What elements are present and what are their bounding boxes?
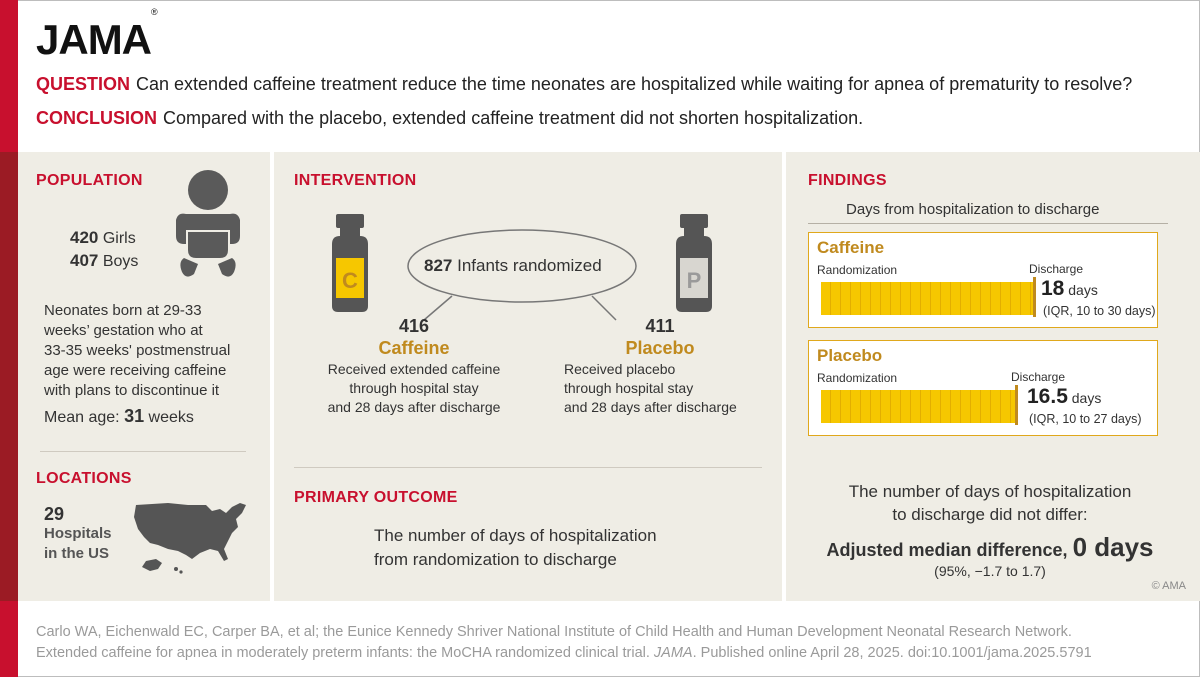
population-description: Neonates born at 29-33 weeks’ gestation … xyxy=(44,302,231,399)
locations-title: LOCATIONS xyxy=(36,470,132,487)
randomization-oval xyxy=(407,229,637,321)
placebo-result-label: Placebo xyxy=(817,346,883,365)
intervention-title: INTERVENTION xyxy=(294,172,417,189)
caffeine-vial-icon: C xyxy=(332,214,368,312)
caffeine-days: 18 days xyxy=(1041,277,1098,300)
accent-bar-bottom xyxy=(0,601,18,677)
placebo-vial-icon: P xyxy=(676,214,712,312)
placebo-group: 411 Placebo Received placebo through hos… xyxy=(564,316,737,415)
findings-title: FINDINGS xyxy=(808,172,887,189)
findings-subtitle: Days from hospitalization to discharge xyxy=(846,201,1100,218)
placebo-discharge-label: Discharge xyxy=(1011,370,1066,384)
svg-text:C: C xyxy=(342,268,358,293)
question-text: Can extended caffeine treatment reduce t… xyxy=(136,74,1133,94)
caffeine-randomization-label: Randomization xyxy=(817,263,898,277)
placebo-randomization-label: Randomization xyxy=(817,371,898,385)
mean-age: Mean age: 31 weeks xyxy=(44,406,194,426)
citation: Carlo WA, Eichenwald EC, Carper BA, et a… xyxy=(36,622,1092,664)
caffeine-result-label: Caffeine xyxy=(817,238,885,257)
placebo-bar xyxy=(821,390,1015,423)
locations-text: 29 Hospitals in the US xyxy=(44,504,112,562)
citation-line-2: Extended caffeine for apnea in moderatel… xyxy=(36,645,1092,661)
jama-logo: JAMA® xyxy=(36,7,158,63)
population-divider xyxy=(40,451,246,452)
caffeine-result-box: Caffeine Randomization Discharge 18 days… xyxy=(808,232,1158,328)
placebo-days: 16.5 days xyxy=(1027,385,1102,408)
primary-outcome-text: The number of days of hospitalization fr… xyxy=(374,526,657,569)
copyright: © AMA xyxy=(1151,580,1186,592)
confidence-interval: (95%, −1.7 to 1.7) xyxy=(934,563,1046,579)
citation-line-1: Carlo WA, Eichenwald EC, Carper BA, et a… xyxy=(36,624,1072,640)
caffeine-group: 416 Caffeine Received extended caffeine … xyxy=(327,316,501,415)
intervention-panel: INTERVENTION C P 827 Infants randomized … xyxy=(274,152,782,601)
boys-count: 407 Boys xyxy=(70,251,139,270)
placebo-iqr: (IQR, 10 to 27 days) xyxy=(1029,412,1142,426)
findings-subtitle-rule xyxy=(808,223,1168,224)
girls-count: 420 Girls xyxy=(70,228,136,247)
caffeine-discharge-marker xyxy=(1033,277,1036,317)
randomized-count: 827 Infants randomized xyxy=(424,256,602,275)
caffeine-discharge-label: Discharge xyxy=(1029,262,1084,276)
findings-panel: FINDINGS Days from hospitalization to di… xyxy=(786,152,1200,601)
placebo-discharge-marker xyxy=(1015,385,1018,425)
placebo-result-box: Placebo Randomization Discharge 16.5 day… xyxy=(808,340,1158,436)
conclusion-key: CONCLUSION xyxy=(36,108,157,128)
caffeine-iqr: (IQR, 10 to 30 days) xyxy=(1043,304,1156,318)
caffeine-bar xyxy=(821,282,1033,315)
conclusion-text: Compared with the placebo, extended caff… xyxy=(163,108,864,128)
svg-text:P: P xyxy=(687,268,702,293)
findings-summary: The number of days of hospitalization to… xyxy=(848,482,1132,524)
infant-icon xyxy=(176,170,240,277)
accent-bar-top xyxy=(0,0,18,152)
intervention-divider xyxy=(294,467,762,468)
primary-outcome-title: PRIMARY OUTCOME xyxy=(294,489,458,506)
question-key: QUESTION xyxy=(36,74,131,94)
hospital-count: 29 xyxy=(44,504,65,524)
us-map-icon xyxy=(134,503,246,574)
question-line: QUESTION Can extended caffeine treatment … xyxy=(36,74,1132,95)
population-panel: POPULATION 420 Girls 407 Boys Neonates b… xyxy=(18,152,270,601)
median-difference: Adjusted median difference, 0 days xyxy=(826,532,1154,562)
conclusion-line: CONCLUSION Compared with the placebo, ext… xyxy=(36,108,863,129)
accent-bar-middle xyxy=(0,152,18,601)
population-title: POPULATION xyxy=(36,172,143,189)
